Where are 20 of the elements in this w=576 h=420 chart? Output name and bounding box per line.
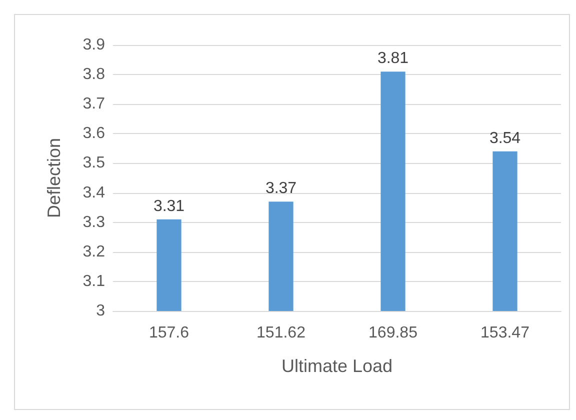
data-label: 3.37: [265, 180, 297, 198]
y-tick-label: 3.7: [82, 96, 106, 113]
y-tick-label: 3: [96, 302, 106, 320]
y-tick-label: 3.9: [82, 36, 106, 54]
x-tick-label: 151.62: [256, 324, 306, 342]
y-tick-label: 3.5: [82, 154, 106, 172]
x-axis-title: Ultimate Load: [281, 356, 393, 376]
x-tick-label: 169.85: [368, 324, 418, 342]
x-tick-label: 153.47: [480, 324, 530, 342]
data-label: 3.81: [377, 50, 409, 68]
data-label: 3.31: [153, 198, 185, 215]
y-tick-label: 3.4: [82, 184, 106, 202]
data-label: 3.54: [489, 130, 521, 147]
y-tick-label: 3.3: [82, 214, 106, 231]
y-tick-label: 3.1: [82, 272, 106, 290]
y-axis-title: Deflection: [44, 138, 64, 218]
y-tick-label: 3.2: [82, 243, 106, 260]
x-tick-label: 157.6: [148, 324, 190, 342]
y-tick-label: 3.6: [82, 125, 106, 142]
y-tick-label: 3.8: [82, 66, 106, 84]
